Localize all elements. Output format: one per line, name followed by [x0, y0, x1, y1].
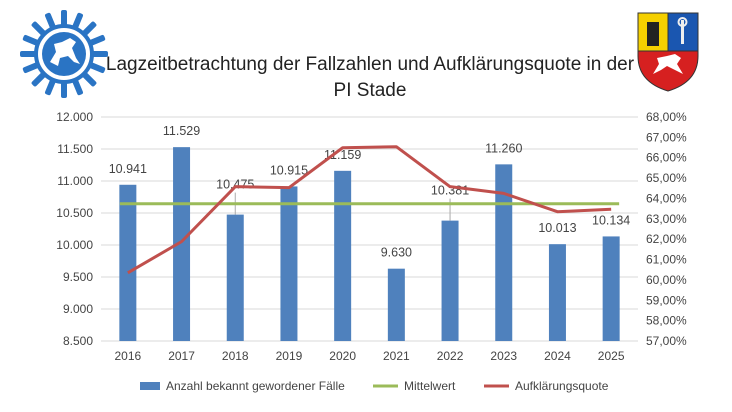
bar-data-label: 10.013 [538, 221, 576, 235]
y-left-tick-label: 10.000 [56, 238, 93, 252]
y-right-tick-label: 59,00% [646, 293, 687, 307]
x-tick-label: 2016 [114, 349, 141, 363]
y-right-tick-label: 57,00% [646, 334, 687, 348]
y-left-tick-label: 11.500 [57, 142, 93, 156]
y-left-tick-label: 11.000 [57, 174, 93, 188]
bar [334, 170, 352, 341]
y-left-tick-label: 9.500 [63, 270, 93, 284]
bar [280, 186, 298, 341]
bar [226, 214, 244, 341]
x-tick-label: 2019 [276, 349, 303, 363]
police-star-logo [18, 8, 110, 105]
bar [602, 236, 620, 341]
bar-data-label: 11.529 [163, 124, 200, 138]
y-left-tick-label: 9.000 [63, 302, 93, 316]
y-left-tick-label: 10.500 [56, 206, 93, 220]
y-right-tick-label: 61,00% [646, 253, 687, 267]
bar-data-label: 11.260 [485, 141, 522, 155]
y-left-tick-label: 8.500 [63, 334, 93, 348]
bar [119, 184, 137, 341]
legend-label: Mittelwert [404, 379, 456, 393]
bar-data-label: 11.159 [324, 148, 361, 162]
x-tick-label: 2025 [598, 349, 625, 363]
x-tick-label: 2020 [329, 349, 356, 363]
bar-data-label: 10.475 [216, 178, 254, 192]
y-right-tick-label: 66,00% [646, 151, 687, 165]
x-tick-label: 2018 [222, 349, 249, 363]
coat-of-arms-logo [637, 12, 699, 97]
bar-data-label: 10.915 [270, 163, 308, 177]
y-right-tick-label: 64,00% [646, 191, 687, 205]
bar [387, 268, 405, 341]
aufklaerungsquote-line [127, 145, 612, 275]
y-right-tick-label: 67,00% [646, 130, 687, 144]
bar [495, 164, 513, 341]
bar [441, 220, 459, 341]
y-right-tick-label: 62,00% [646, 232, 687, 246]
x-tick-label: 2023 [490, 349, 517, 363]
y-right-tick-label: 63,00% [646, 212, 687, 226]
bar-data-label: 10.941 [109, 162, 147, 176]
x-tick-label: 2022 [437, 349, 464, 363]
legend-label: Anzahl bekannt gewordener Fälle [166, 379, 345, 393]
legend-swatch-bars [140, 382, 160, 390]
chart-title: Lagzeitbetrachtung der Fallzahlen und Au… [105, 54, 635, 101]
y-right-tick-label: 65,00% [646, 171, 687, 185]
y-right-tick-label: 58,00% [646, 314, 687, 328]
bar [548, 244, 566, 341]
legend-label: Aufklärungsquote [515, 379, 609, 393]
x-tick-label: 2024 [544, 349, 571, 363]
x-tick-label: 2017 [168, 349, 195, 363]
bar-data-label: 10.134 [592, 213, 630, 227]
y-right-tick-label: 68,00% [646, 110, 687, 124]
y-right-tick-label: 60,00% [646, 273, 687, 287]
y-left-tick-label: 12.000 [56, 110, 93, 124]
bar-data-label: 9.630 [381, 246, 412, 260]
x-tick-label: 2021 [383, 349, 410, 363]
bar [173, 147, 191, 341]
